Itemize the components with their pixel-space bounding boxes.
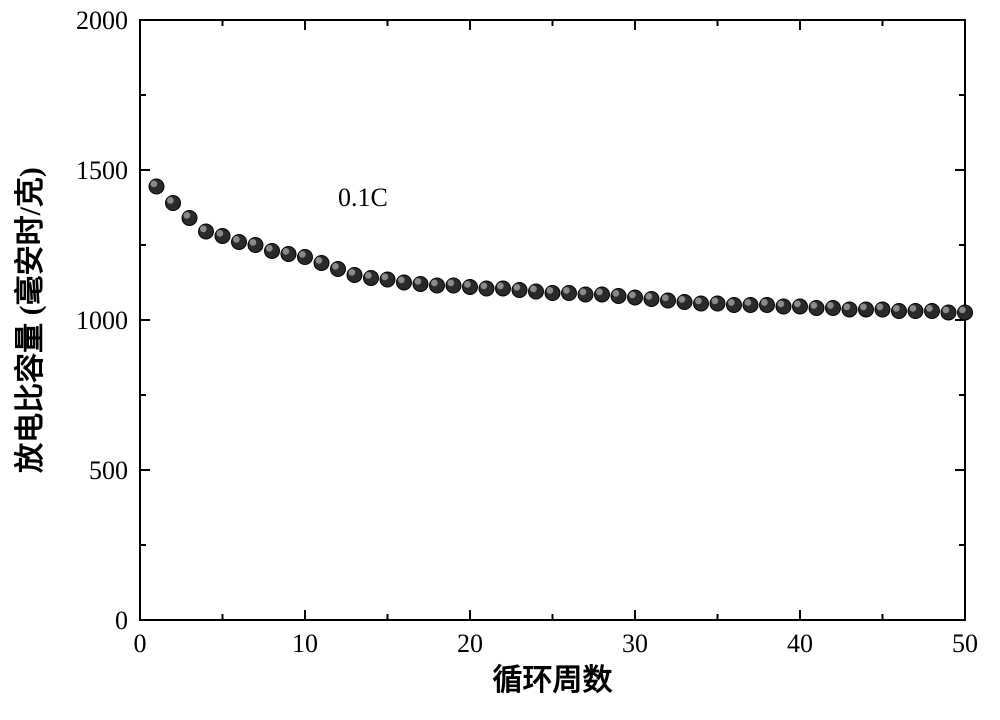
chart-svg: 010203040500500100015002000循环周数放电比容量 (毫安…: [0, 0, 1000, 720]
data-point: [199, 224, 214, 239]
x-axis-label: 循环周数: [493, 664, 614, 697]
data-point: [314, 256, 329, 271]
data-point: [380, 272, 395, 287]
x-tick-label: 40: [787, 629, 813, 658]
data-point: [892, 304, 907, 319]
data-point: [875, 302, 890, 317]
x-tick-label: 50: [952, 629, 978, 658]
x-tick-label: 10: [292, 629, 318, 658]
data-point: [215, 229, 230, 244]
data-point: [826, 301, 841, 316]
data-point: [545, 286, 560, 301]
data-point: [430, 278, 445, 293]
y-tick-label: 1500: [76, 156, 128, 185]
x-tick-label: 30: [622, 629, 648, 658]
data-point: [347, 268, 362, 283]
data-point: [182, 211, 197, 226]
y-tick-label: 2000: [76, 6, 128, 35]
data-point: [842, 302, 857, 317]
chart-container: 010203040500500100015002000循环周数放电比容量 (毫安…: [0, 0, 1000, 720]
data-point: [281, 247, 296, 262]
data-point: [595, 287, 610, 302]
y-tick-label: 1000: [76, 306, 128, 335]
data-point: [331, 262, 346, 277]
series-annotation: 0.1C: [338, 183, 388, 212]
data-point: [677, 295, 692, 310]
data-point: [628, 290, 643, 305]
data-point: [232, 235, 247, 250]
plot-border: [140, 20, 965, 620]
data-point: [529, 284, 544, 299]
data-point: [710, 296, 725, 311]
data-point: [166, 196, 181, 211]
y-axis-label: 放电比容量 (毫安时/克): [13, 167, 47, 474]
data-point: [463, 280, 478, 295]
data-point: [694, 296, 709, 311]
data-point: [908, 304, 923, 319]
data-point: [512, 283, 527, 298]
data-point: [809, 301, 824, 316]
data-point: [958, 305, 973, 320]
data-point: [397, 275, 412, 290]
data-point: [446, 278, 461, 293]
data-point: [743, 298, 758, 313]
data-point: [776, 299, 791, 314]
x-tick-label: 0: [134, 629, 147, 658]
data-point: [925, 304, 940, 319]
data-point: [149, 179, 164, 194]
data-point: [760, 298, 775, 313]
data-point: [298, 250, 313, 265]
data-point: [941, 305, 956, 320]
y-tick-label: 0: [115, 606, 128, 635]
data-point: [248, 238, 263, 253]
data-point: [364, 271, 379, 286]
data-point: [611, 289, 626, 304]
x-tick-label: 20: [457, 629, 483, 658]
data-point: [496, 281, 511, 296]
data-point: [479, 281, 494, 296]
data-point: [578, 287, 593, 302]
data-point: [265, 244, 280, 259]
data-point: [644, 292, 659, 307]
y-tick-label: 500: [89, 456, 128, 485]
data-point: [793, 299, 808, 314]
data-point: [661, 293, 676, 308]
data-point: [859, 302, 874, 317]
data-point: [413, 277, 428, 292]
data-point: [562, 286, 577, 301]
data-point: [727, 298, 742, 313]
